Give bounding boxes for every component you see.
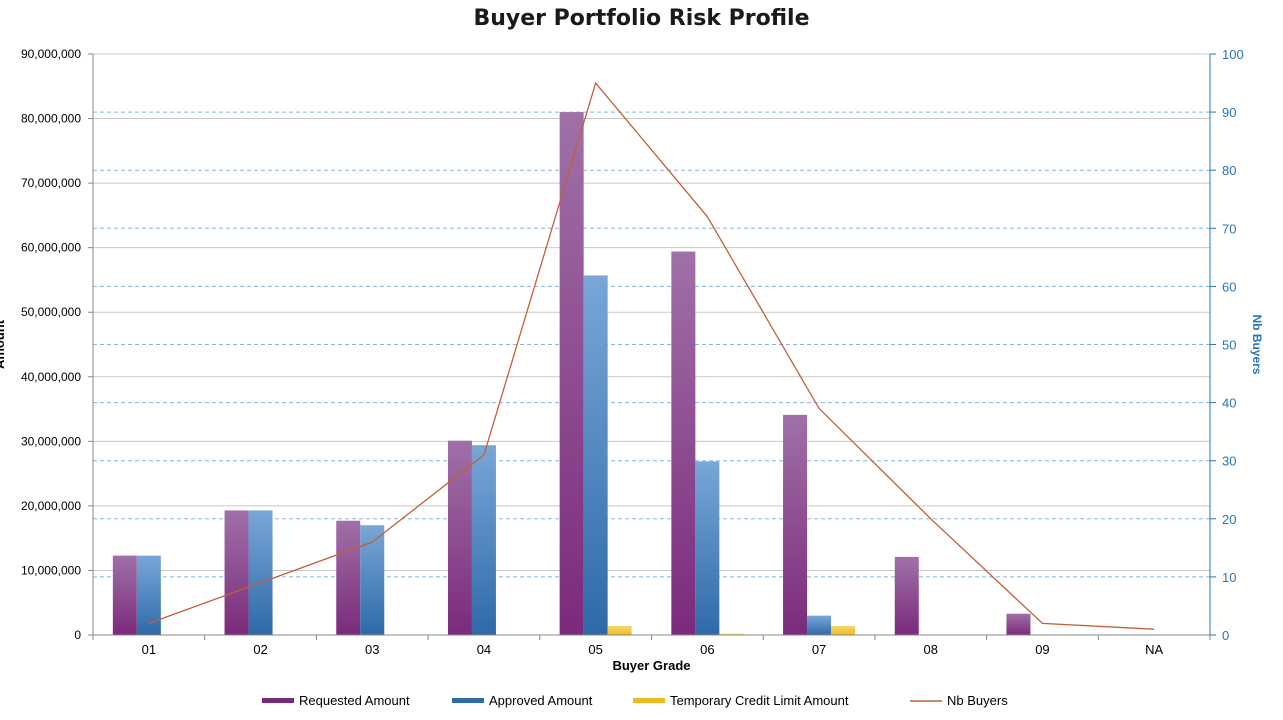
bar-approved-amount: [695, 461, 720, 635]
x-tick-label: 07: [812, 642, 826, 657]
legend: Requested Amount Approved Amount Temporary…: [262, 693, 1008, 708]
gridlines: [93, 53, 1210, 636]
bar-approved-amount: [360, 525, 385, 635]
legend-label: Approved Amount: [489, 693, 593, 708]
y2-tick-label: 50: [1222, 338, 1236, 353]
y2-tick-label: 20: [1222, 512, 1236, 527]
bar-requested-amount: [224, 510, 249, 635]
y-tick-label: 10,000,000: [21, 563, 81, 577]
x-axis-title: Buyer Grade: [612, 658, 690, 673]
legend-label: Requested Amount: [299, 693, 410, 708]
y-tick-label: 70,000,000: [21, 176, 81, 190]
bar-approved-amount: [471, 445, 496, 635]
bar-temporary-credit-limit-amount: [831, 625, 856, 635]
y2-tick-label: 30: [1222, 454, 1236, 469]
y2-tick-label: 40: [1222, 396, 1236, 411]
y-tick-label: 60,000,000: [21, 241, 81, 255]
bar-temporary-credit-limit-amount: [607, 625, 632, 635]
bar-requested-amount: [671, 251, 696, 636]
x-tick-label: 03: [365, 642, 379, 657]
bar-approved-amount: [248, 510, 273, 635]
y-tick-label: 0: [74, 628, 81, 642]
bar-approved-amount: [583, 275, 608, 635]
y2-tick-label: 80: [1222, 163, 1236, 178]
legend-label: Temporary Credit Limit Amount: [670, 693, 849, 708]
x-tick-label: 08: [924, 642, 938, 657]
bar-requested-amount: [783, 414, 808, 635]
x-tick-label: 01: [142, 642, 156, 657]
bar-requested-amount: [336, 520, 361, 635]
y-tick-label: 20,000,000: [21, 499, 81, 513]
x-tick-label: 02: [253, 642, 267, 657]
y2-tick-label: 10: [1222, 570, 1236, 585]
x-tick-label: 05: [588, 642, 602, 657]
y2-tick-label: 100: [1222, 47, 1244, 62]
legend-swatch: [452, 698, 484, 703]
bar-requested-amount: [894, 556, 919, 635]
bar-approved-amount: [807, 615, 832, 635]
axes: 0 10,000,000 20,000,000 30,000,000 40,000,00…: [0, 47, 1264, 673]
y-tick-label: 40,000,000: [21, 370, 81, 384]
bar-requested-amount: [447, 440, 472, 635]
line-series: [148, 81, 1155, 630]
bar-requested-amount: [1006, 613, 1031, 635]
y-axis-title: Amount: [0, 319, 7, 369]
legend-swatch: [262, 698, 294, 703]
bar-series: [112, 112, 1031, 636]
y-tick-label: 30,000,000: [21, 434, 81, 448]
bar-requested-amount: [559, 112, 584, 636]
y-tick-label: 50,000,000: [21, 305, 81, 319]
x-tick-label: 04: [477, 642, 491, 657]
y-tick-label: 90,000,000: [21, 47, 81, 61]
line-nb-buyers: [148, 81, 1155, 630]
chart-title: Buyer Portfolio Risk Profile: [473, 6, 810, 31]
bar-approved-amount: [136, 555, 161, 635]
x-tick-label: 06: [700, 642, 714, 657]
y-tick-label: 80,000,000: [21, 112, 81, 126]
legend-label: Nb Buyers: [947, 693, 1008, 708]
y2-axis-title: Nb Buyers: [1250, 314, 1264, 374]
bar-requested-amount: [112, 555, 137, 635]
legend-swatch: [633, 698, 665, 703]
bar-temporary-credit-limit-amount: [719, 633, 744, 635]
y2-tick-label: 60: [1222, 279, 1236, 294]
y2-tick-label: 70: [1222, 221, 1236, 236]
x-tick-label: NA: [1145, 642, 1163, 657]
y2-tick-label: 90: [1222, 105, 1236, 120]
x-tick-label: 09: [1035, 642, 1049, 657]
y2-tick-label: 0: [1222, 628, 1229, 643]
